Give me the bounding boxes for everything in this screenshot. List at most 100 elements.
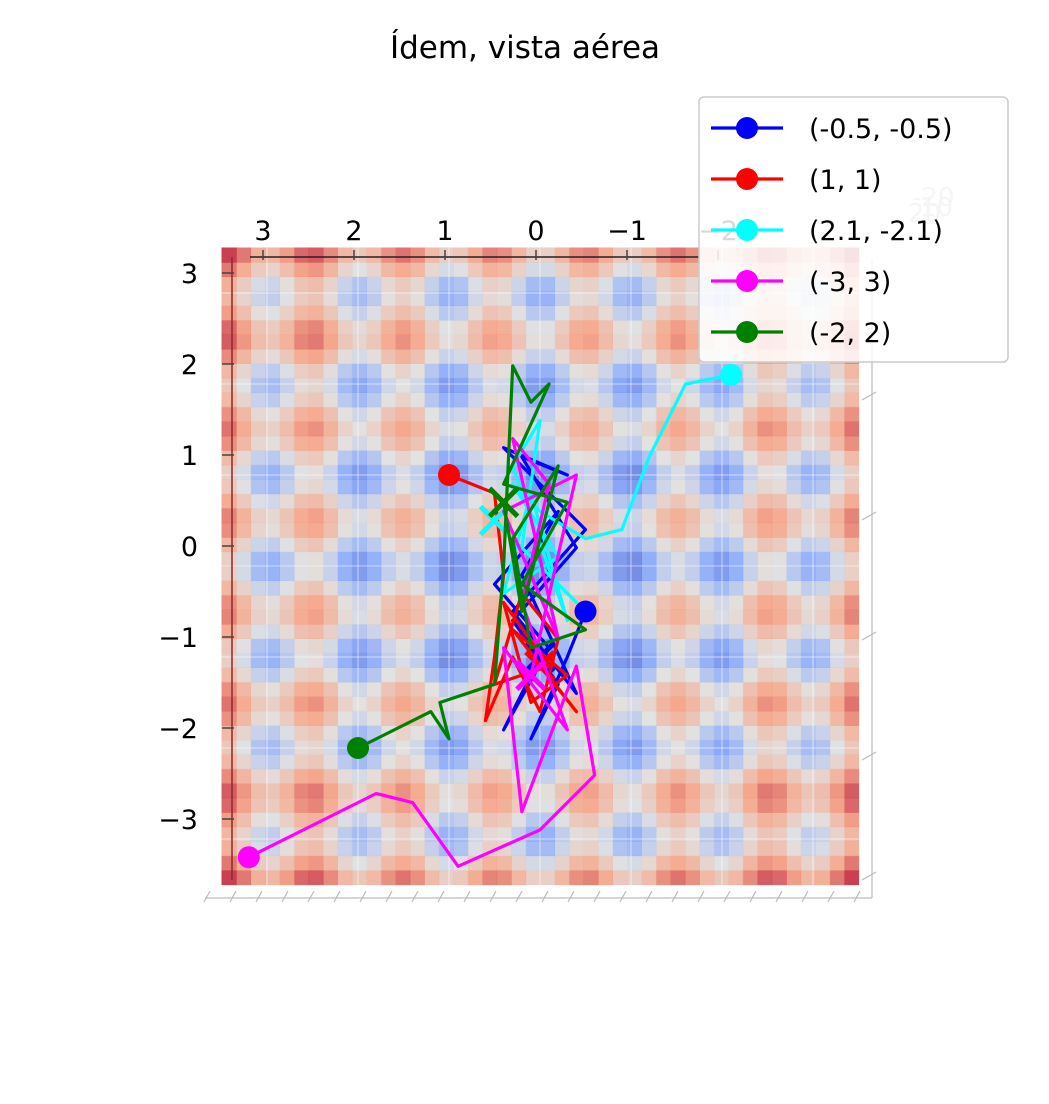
surface-cell <box>482 348 498 364</box>
surface-cell <box>655 768 671 784</box>
surface-cell <box>641 479 657 495</box>
surface-cell <box>699 841 715 857</box>
surface-cell <box>742 623 758 639</box>
surface-cell <box>496 363 512 379</box>
surface-cell <box>815 623 831 639</box>
surface-cell <box>829 609 845 625</box>
surface-cell <box>742 363 758 379</box>
surface-cell <box>757 537 773 553</box>
bottom-axis-tick <box>567 890 575 903</box>
surface-cell <box>279 276 295 292</box>
legend: (-0.5, -0.5)(1, 1)(2.1, -2.1)(-3, 3)(-2,… <box>698 96 1009 363</box>
surface-cell <box>235 406 252 422</box>
surface-cell <box>453 638 469 654</box>
surface-cell <box>655 508 671 524</box>
surface-cell <box>308 392 324 408</box>
surface-cell <box>467 783 483 799</box>
surface-cell <box>424 797 440 813</box>
surface-cell <box>395 522 411 538</box>
surface-cell <box>279 566 295 582</box>
surface-cell <box>757 421 773 437</box>
surface-cell <box>800 870 816 886</box>
surface-cell <box>597 464 613 480</box>
surface-cell <box>670 566 686 582</box>
surface-cell <box>279 725 295 741</box>
surface-cell <box>713 739 729 755</box>
surface-cell <box>293 247 309 263</box>
surface-cell <box>699 450 715 466</box>
surface-cell <box>293 710 309 726</box>
surface-cell <box>829 551 845 567</box>
surface-cell <box>351 855 367 871</box>
right-axis-tick <box>861 751 877 761</box>
surface-cell <box>670 609 686 625</box>
surface-cell <box>742 479 758 495</box>
surface-cell <box>699 783 715 799</box>
surface-cell <box>453 580 469 596</box>
surface-cell <box>844 421 860 437</box>
surface-cell <box>293 290 309 307</box>
surface-cell <box>264 797 281 813</box>
surface-cell <box>250 754 266 770</box>
surface-cell <box>844 855 860 871</box>
surface-cell <box>568 435 585 451</box>
surface-cell <box>322 623 338 639</box>
surface-cell <box>800 696 816 712</box>
surface-cell <box>728 826 744 842</box>
surface-cell <box>250 681 266 697</box>
surface-cell <box>337 594 353 611</box>
surface-cell <box>337 479 353 495</box>
surface-cell <box>235 377 252 393</box>
surface-cell <box>482 551 498 567</box>
surface-cell <box>699 623 715 639</box>
surface-cell <box>684 551 700 567</box>
surface-cell <box>612 363 628 379</box>
surface-cell <box>337 638 353 654</box>
surface-cell <box>597 348 613 364</box>
surface-cell <box>438 392 454 408</box>
surface-cell <box>395 609 411 625</box>
surface-cell <box>380 334 396 350</box>
surface-cell <box>800 812 816 828</box>
surface-cell <box>322 652 338 668</box>
surface-cell <box>453 435 469 451</box>
surface-cell <box>612 667 628 683</box>
surface-cell <box>554 247 570 263</box>
surface-cell <box>337 754 353 770</box>
surface-cell <box>670 493 686 509</box>
surface-cell <box>250 609 266 625</box>
surface-cell <box>612 797 628 813</box>
surface-cell <box>264 435 281 451</box>
surface-cell <box>655 623 671 639</box>
surface-cell <box>380 435 396 451</box>
surface-cell <box>453 739 469 755</box>
bottom-axis-tick <box>281 890 289 903</box>
surface-cell <box>786 623 802 639</box>
legend-marker <box>736 168 758 190</box>
surface-cell <box>540 334 556 350</box>
surface-cell <box>337 247 353 263</box>
surface-cell <box>409 623 425 639</box>
surface-cell <box>829 725 845 741</box>
surface-cell <box>815 681 831 697</box>
surface-cell <box>351 450 367 466</box>
surface-cell <box>308 493 324 509</box>
surface-cell <box>482 305 498 321</box>
surface-cell <box>844 681 860 697</box>
legend-label: (1, 1) <box>809 165 882 196</box>
surface-cell <box>279 493 295 509</box>
surface-cell <box>670 334 686 350</box>
surface-cell <box>424 392 440 408</box>
surface-cell <box>264 623 281 639</box>
surface-cell <box>235 739 252 755</box>
surface-cell <box>250 551 266 567</box>
surface-cell <box>279 305 295 321</box>
surface-cell <box>771 841 787 857</box>
surface-cell <box>554 421 570 437</box>
surface-cell <box>496 377 512 393</box>
surface-cell <box>351 406 367 422</box>
surface-cell <box>308 435 324 451</box>
surface-cell <box>482 855 498 871</box>
surface-cell <box>482 435 498 451</box>
